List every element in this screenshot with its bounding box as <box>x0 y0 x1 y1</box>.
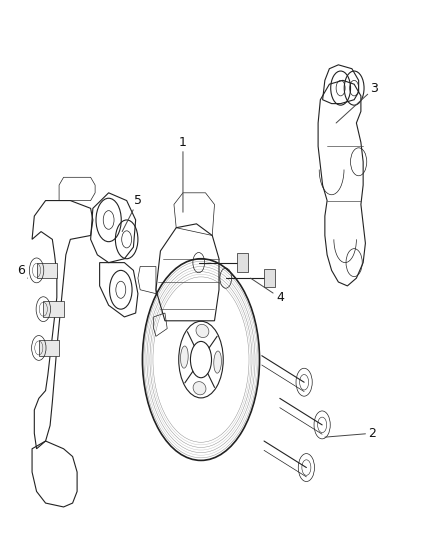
Text: 6: 6 <box>17 264 28 278</box>
Polygon shape <box>264 269 276 287</box>
Text: 1: 1 <box>179 136 187 212</box>
Polygon shape <box>36 263 57 278</box>
Ellipse shape <box>196 325 209 337</box>
Ellipse shape <box>193 382 206 395</box>
Text: 2: 2 <box>325 427 376 440</box>
Ellipse shape <box>180 346 188 368</box>
Text: 5: 5 <box>122 194 142 232</box>
Polygon shape <box>39 340 59 356</box>
Polygon shape <box>43 301 64 317</box>
Ellipse shape <box>214 351 222 373</box>
Text: 4: 4 <box>251 278 284 304</box>
Polygon shape <box>237 253 248 272</box>
Text: 3: 3 <box>336 82 378 123</box>
